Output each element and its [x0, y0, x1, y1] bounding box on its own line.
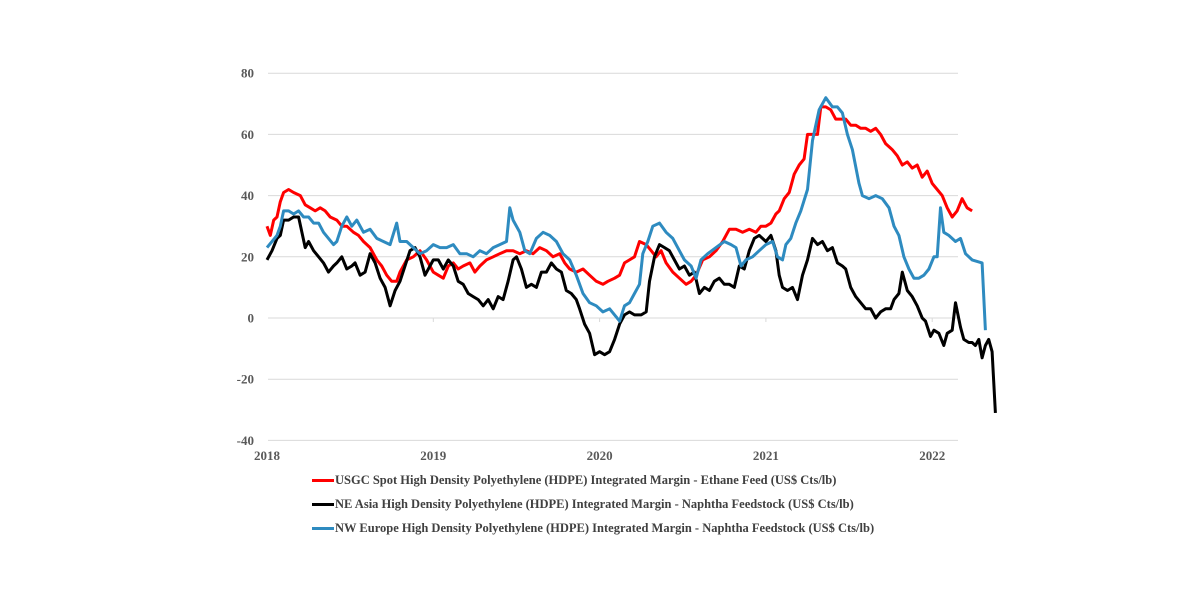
legend-label-usgc: USGC Spot High Density Polyethylene (HDP…: [335, 472, 837, 487]
y-tick-label: 0: [248, 311, 255, 326]
legend-item-usgc: USGC Spot High Density Polyethylene (HDP…: [312, 468, 874, 492]
x-tick-label: 2019: [420, 448, 447, 463]
legend-item-ne-asia: NE Asia High Density Polyethylene (HDPE)…: [312, 492, 874, 516]
series-usgc-line: [265, 105, 973, 286]
y-tick-label: 20: [241, 249, 254, 264]
y-axis-tick-labels: 80 60 40 20 0 -20 -40: [237, 66, 254, 448]
series-lines: [265, 96, 997, 413]
y-tick-label: 80: [241, 66, 254, 81]
legend: USGC Spot High Density Polyethylene (HDP…: [312, 468, 874, 540]
y-tick-label: -20: [237, 372, 254, 387]
y-tick-label: -40: [237, 433, 254, 448]
legend-label-ne-asia: NE Asia High Density Polyethylene (HDPE)…: [335, 496, 854, 511]
series-ne-asia-line: [265, 215, 997, 413]
legend-swatch-red: [312, 478, 334, 482]
legend-item-nw-europe: NW Europe High Density Polyethylene (HDP…: [312, 516, 874, 540]
legend-label-nw-europe: NW Europe High Density Polyethylene (HDP…: [335, 520, 875, 535]
x-tick-label: 2020: [587, 448, 613, 463]
legend-swatch-blue: [312, 526, 334, 530]
series-nw-europe-line: [265, 96, 987, 331]
x-axis-tick-labels: 2018 2019 2020 2021 2022: [254, 318, 945, 463]
x-tick-label: 2022: [919, 448, 945, 463]
y-tick-label: 40: [241, 188, 254, 203]
legend-swatch-black: [312, 502, 334, 506]
x-tick-label: 2018: [254, 448, 281, 463]
x-tick-label: 2021: [753, 448, 779, 463]
gridlines: [268, 72, 958, 441]
y-tick-label: 60: [241, 127, 254, 142]
